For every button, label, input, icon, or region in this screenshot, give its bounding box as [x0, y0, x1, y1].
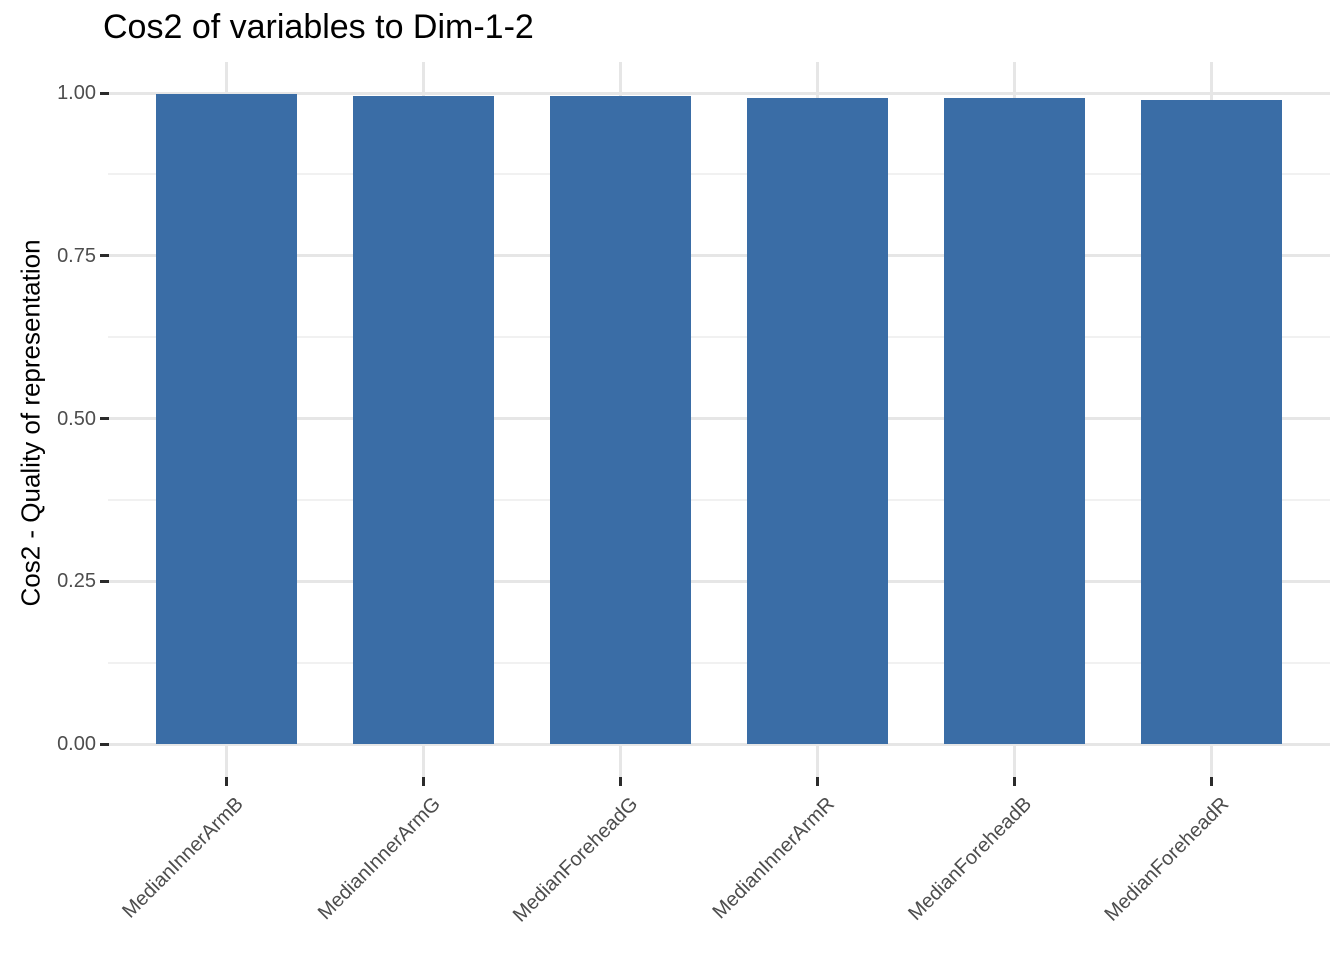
- y-axis-tick-label: 1.00: [57, 82, 96, 104]
- y-axis-tick: [100, 579, 109, 583]
- bar-MedianForeheadG: [549, 95, 691, 744]
- gridline-horizontal-major: [108, 742, 1330, 746]
- y-axis-tick-label: 0.75: [57, 244, 96, 267]
- chart-title: Cos2 of variables to Dim-1-2: [103, 8, 534, 46]
- x-axis-tick: [816, 777, 820, 786]
- x-axis-tick: [421, 777, 425, 786]
- gridline-horizontal-minor: [108, 173, 1330, 176]
- gridline-horizontal-major: [108, 417, 1330, 420]
- x-axis-tick-label: MedianForeheadR: [1100, 793, 1234, 926]
- x-axis-tick-label: MedianInnerArmG: [313, 793, 445, 925]
- x-axis-tick-label: MedianInnerArmR: [708, 793, 840, 924]
- x-axis-tick: [1210, 777, 1214, 786]
- bar-MedianForeheadR: [1141, 99, 1283, 744]
- x-axis-tick-label: MedianInnerArmB: [118, 793, 248, 923]
- y-axis-tick-label: 0.25: [57, 570, 96, 593]
- y-axis-tick: [100, 742, 109, 746]
- gridline-horizontal-major: [108, 254, 1330, 258]
- bar-MedianInnerArmR: [746, 97, 889, 744]
- x-axis-tick: [224, 777, 228, 786]
- y-axis-tick: [100, 254, 109, 258]
- y-axis-tick: [100, 91, 109, 95]
- gridline-horizontal-minor: [108, 336, 1330, 339]
- x-axis-tick: [1013, 777, 1017, 786]
- bar-MedianInnerArmG: [352, 95, 494, 744]
- x-axis-tick-label: MedianForeheadG: [508, 793, 643, 927]
- x-axis-tick-label: MedianForeheadB: [904, 793, 1037, 925]
- gridline-horizontal-major: [108, 579, 1330, 583]
- gridline-horizontal-minor: [108, 661, 1330, 664]
- x-axis-tick: [618, 777, 622, 786]
- bar-MedianInnerArmB: [155, 93, 297, 744]
- gridline-horizontal-major: [108, 91, 1330, 95]
- gridline-horizontal-minor: [108, 498, 1330, 501]
- y-axis-tick-label: 0.00: [57, 733, 96, 755]
- bar-MedianForeheadB: [944, 97, 1086, 744]
- y-axis-tick: [100, 417, 109, 420]
- y-axis-tick-label: 0.50: [57, 407, 96, 430]
